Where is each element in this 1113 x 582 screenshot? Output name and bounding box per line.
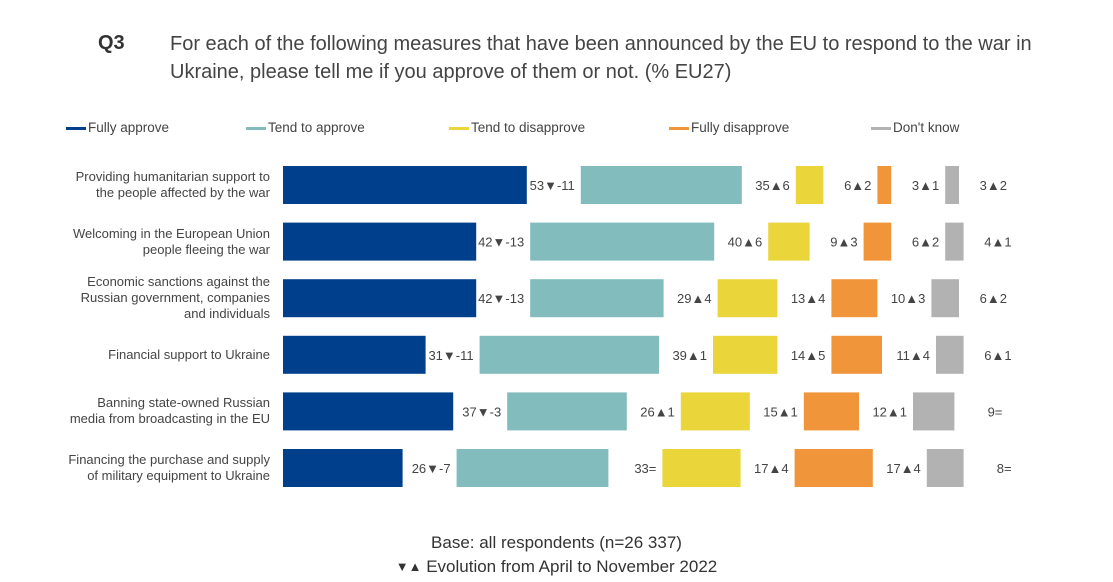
value-label: 29▲4 <box>677 291 712 306</box>
legend-swatch <box>66 126 86 130</box>
value-label: 39▲1 <box>672 348 707 363</box>
value-label: 13▲4 <box>791 291 826 306</box>
evolution-arrows-icon: ▼▲ <box>395 559 422 574</box>
legend-fully-approve: Fully approve <box>66 120 169 135</box>
value-label: 33= <box>634 461 656 476</box>
legend-label: Tend to disapprove <box>471 120 586 135</box>
legend-swatch <box>669 126 689 130</box>
category-label: Financing the purchase and supply of mili… <box>68 452 270 483</box>
value-label: 26▲1 <box>640 404 675 419</box>
legend-swatch <box>449 126 469 130</box>
bar-tend-to-disapprove <box>717 279 778 318</box>
bar-tend-to-approve <box>507 392 627 431</box>
value-label: 42▼-13 <box>478 291 524 306</box>
category-label: Providing humanitarian support to the peo… <box>75 169 270 200</box>
bar-fully-disapprove <box>831 279 878 318</box>
legend-don-t-know: Don't know <box>871 120 959 135</box>
bar-don-t-know <box>926 449 964 487</box>
bar-tend-to-approve <box>479 335 659 374</box>
legend-tend-to-disapprove: Tend to disapprove <box>449 120 585 135</box>
value-label: 26▼-7 <box>412 461 451 476</box>
category-label: Banning state-owned Russian media from br… <box>69 395 270 427</box>
bar-fully-approve <box>283 222 477 261</box>
value-label: 17▲4 <box>754 461 789 476</box>
value-label: 12▲1 <box>872 404 907 419</box>
bar-tend-to-approve <box>456 449 609 487</box>
value-label: 53▼-11 <box>530 178 575 193</box>
value-label: 42▼-13 <box>478 235 524 250</box>
legend-label: Tend to approve <box>268 120 365 135</box>
bar-don-t-know <box>945 166 959 204</box>
evolution-note: ▼▲ Evolution from April to November 2022 <box>0 557 1113 577</box>
value-label: 40▲6 <box>728 235 763 250</box>
value-label: 31▼-11 <box>428 348 473 363</box>
value-label: 6▲2 <box>980 291 1007 306</box>
bar-tend-to-disapprove <box>768 222 810 261</box>
bar-fully-approve <box>283 449 403 487</box>
category-label: Economic sanctions against the Russian go… <box>80 274 270 322</box>
value-label: 37▼-3 <box>462 404 501 419</box>
legend-swatch <box>246 126 266 130</box>
legend-fully-disapprove: Fully disapprove <box>669 120 789 135</box>
bar-don-t-know <box>936 335 964 374</box>
bar-fully-disapprove <box>831 335 882 374</box>
bar-fully-disapprove <box>863 222 892 261</box>
bar-tend-to-disapprove <box>662 449 741 487</box>
value-label: 8= <box>997 461 1012 476</box>
evolution-note-text: Evolution from April to November 2022 <box>426 557 718 576</box>
bar-tend-to-approve <box>580 166 742 204</box>
value-label: 9= <box>988 404 1003 419</box>
bar-tend-to-approve <box>530 222 715 261</box>
value-label: 6▲1 <box>984 348 1011 363</box>
legend-label: Fully disapprove <box>691 120 790 135</box>
bar-fully-disapprove <box>803 392 859 431</box>
bar-tend-to-approve <box>530 279 664 318</box>
legend-tend-to-approve: Tend to approve <box>246 120 365 135</box>
bar-tend-to-disapprove <box>713 335 778 374</box>
question-text: For each of the following measures that … <box>170 33 1032 83</box>
value-label: 17▲4 <box>886 461 921 476</box>
value-label: 10▲3 <box>891 291 926 306</box>
bar-tend-to-disapprove <box>795 166 824 204</box>
category-label: Financial support to Ukraine <box>108 346 270 362</box>
category-label: Welcoming in the European Union people fl… <box>72 225 270 257</box>
value-label: 3▲2 <box>980 178 1007 193</box>
base-note: Base: all respondents (n=26 337) <box>431 533 682 552</box>
value-label: 6▲2 <box>844 178 871 193</box>
question-number: Q3 <box>98 32 125 54</box>
bar-fully-approve <box>283 279 477 318</box>
bar-tend-to-disapprove <box>680 392 750 431</box>
legend-label: Don't know <box>893 120 960 135</box>
value-label: 15▲1 <box>763 404 798 419</box>
bar-fully-approve <box>283 392 454 431</box>
value-label: 35▲6 <box>755 178 790 193</box>
value-label: 6▲2 <box>912 235 939 250</box>
bar-fully-disapprove <box>877 166 892 204</box>
bar-fully-disapprove <box>794 449 873 487</box>
bar-don-t-know <box>913 392 955 431</box>
value-label: 14▲5 <box>791 348 826 363</box>
value-label: 9▲3 <box>830 235 857 250</box>
bar-fully-approve <box>283 166 527 204</box>
value-label: 4▲1 <box>984 235 1011 250</box>
bar-don-t-know <box>945 222 964 261</box>
bar-don-t-know <box>931 279 959 318</box>
value-label: 11▲4 <box>896 348 930 363</box>
bar-fully-approve <box>283 335 426 374</box>
value-label: 3▲1 <box>912 178 939 193</box>
legend-label: Fully approve <box>88 120 170 135</box>
legend-swatch <box>871 126 891 130</box>
